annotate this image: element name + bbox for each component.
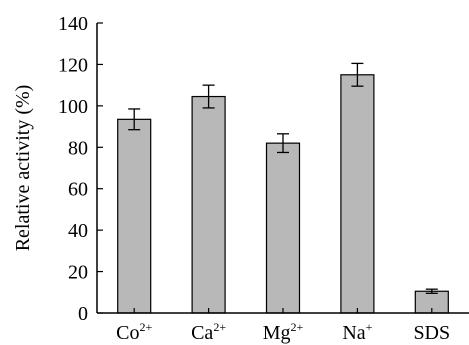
y-tick-label: 140 <box>58 13 88 35</box>
bar <box>191 95 226 314</box>
y-axis-title: Relative activity (%) <box>12 85 34 252</box>
y-tick-label: 120 <box>58 54 88 76</box>
y-tick-label: 0 <box>78 303 88 325</box>
error-bar <box>128 108 141 131</box>
y-tick-label: 80 <box>68 137 88 159</box>
y-tick-label: 100 <box>58 96 88 118</box>
x-tick-label: Ca2+ <box>191 320 226 344</box>
error-bar <box>277 133 289 154</box>
y-axis: 0 20 40 60 80 100 120 140 <box>58 13 103 325</box>
x-tick-label: Co2+ <box>116 320 152 344</box>
bar <box>265 142 301 314</box>
x-axis: Co2+ Ca2+ Mg2+ Na+ SDS <box>97 308 469 344</box>
y-tick-label: 40 <box>68 220 88 242</box>
error-bar <box>351 62 364 87</box>
error-bar <box>202 84 215 109</box>
y-tick-label: 20 <box>68 262 88 284</box>
bar <box>340 74 375 314</box>
error-bars <box>128 62 438 294</box>
x-tick-label: Mg2+ <box>263 320 304 344</box>
x-tick-label: Na+ <box>342 320 372 344</box>
bar <box>117 118 152 314</box>
y-tick-label: 60 <box>68 179 88 201</box>
error-bar <box>425 288 438 294</box>
bars <box>117 74 449 314</box>
x-tick-label: SDS <box>413 322 450 344</box>
